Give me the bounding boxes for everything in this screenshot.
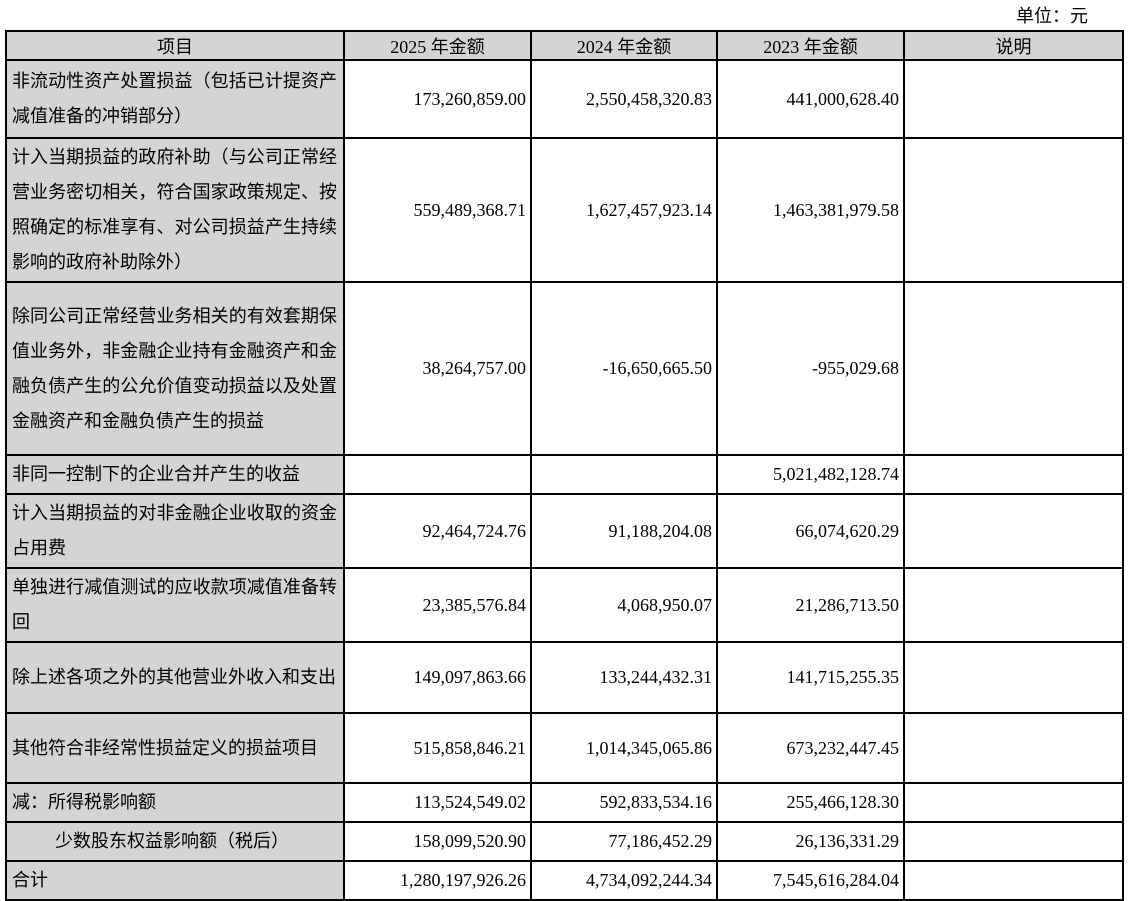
amount-2025-cell: 92,464,724.76: [343, 493, 532, 569]
amount-2025-cell: 1,280,197,926.26: [343, 860, 532, 901]
item-cell: 计入当期损益的政府补助（与公司正常经营业务密切相关，符合国家政策规定、按照确定的…: [5, 137, 345, 283]
note-cell: [903, 493, 1124, 569]
table-row: 其他符合非经常性损益定义的损益项目 515,858,846.21 1,014,3…: [5, 712, 1124, 784]
header-row: 项目 2025 年金额 2024 年金额 2023 年金额 说明: [5, 30, 1124, 61]
amount-2023-cell: 1,463,381,979.58: [716, 137, 905, 283]
amount-2023-cell: 21,286,713.50: [716, 567, 905, 643]
note-cell: [903, 137, 1124, 283]
note-cell: [903, 641, 1124, 714]
col-header-item: 项目: [5, 30, 345, 61]
note-cell: [903, 782, 1124, 823]
amount-2023-cell: 7,545,616,284.04: [716, 860, 905, 901]
amount-2023-cell: 255,466,128.30: [716, 782, 905, 823]
item-cell: 其他符合非经常性损益定义的损益项目: [5, 712, 345, 784]
note-cell: [903, 281, 1124, 456]
table-row: 计入当期损益的对非金融企业收取的资金占用费 92,464,724.76 91,1…: [5, 493, 1124, 569]
amount-2024-cell: 133,244,432.31: [530, 641, 718, 714]
amount-2025-cell: 559,489,368.71: [343, 137, 532, 283]
table-row: 非流动性资产处置损益（包括已计提资产减值准备的冲销部分） 173,260,859…: [5, 59, 1124, 139]
amount-2024-cell: 91,188,204.08: [530, 493, 718, 569]
note-cell: [903, 567, 1124, 643]
item-cell: 除同公司正常经营业务相关的有效套期保值业务外，非金融企业持有金融资产和金融负债产…: [5, 281, 345, 456]
item-cell: 减：所得税影响额: [5, 782, 345, 823]
amount-2023-cell: 66,074,620.29: [716, 493, 905, 569]
col-header-2025: 2025 年金额: [343, 30, 532, 61]
non-recurring-items-table: 项目 2025 年金额 2024 年金额 2023 年金额 说明 非流动性资产处…: [5, 30, 1124, 901]
amount-2025-cell: 23,385,576.84: [343, 567, 532, 643]
amount-2025-cell: [343, 454, 532, 495]
amount-2023-cell: 26,136,331.29: [716, 821, 905, 862]
amount-2023-cell: 5,021,482,128.74: [716, 454, 905, 495]
item-cell: 非同一控制下的企业合并产生的收益: [5, 454, 345, 495]
amount-2024-cell: 77,186,452.29: [530, 821, 718, 862]
item-cell: 少数股东权益影响额（税后）: [5, 821, 345, 862]
table-row: 除上述各项之外的其他营业外收入和支出 149,097,863.66 133,24…: [5, 641, 1124, 714]
amount-2023-cell: 141,715,255.35: [716, 641, 905, 714]
table-row: 非同一控制下的企业合并产生的收益 5,021,482,128.74: [5, 454, 1124, 495]
amount-2025-cell: 173,260,859.00: [343, 59, 532, 139]
col-header-note: 说明: [903, 30, 1124, 61]
note-cell: [903, 712, 1124, 784]
amount-2024-cell: 4,734,092,244.34: [530, 860, 718, 901]
note-cell: [903, 821, 1124, 862]
amount-2023-cell: 673,232,447.45: [716, 712, 905, 784]
amount-2023-cell: 441,000,628.40: [716, 59, 905, 139]
amount-2024-cell: -16,650,665.50: [530, 281, 718, 456]
note-cell: [903, 454, 1124, 495]
note-cell: [903, 860, 1124, 901]
amount-2025-cell: 38,264,757.00: [343, 281, 532, 456]
col-header-2024: 2024 年金额: [530, 30, 718, 61]
table-row: 除同公司正常经营业务相关的有效套期保值业务外，非金融企业持有金融资产和金融负债产…: [5, 281, 1124, 456]
unit-label: 单位：元: [1016, 6, 1088, 26]
amount-2025-cell: 113,524,549.02: [343, 782, 532, 823]
amount-2024-cell: 4,068,950.07: [530, 567, 718, 643]
item-cell: 单独进行减值测试的应收款项减值准备转回: [5, 567, 345, 643]
amount-2024-cell: 1,014,345,065.86: [530, 712, 718, 784]
amount-2024-cell: [530, 454, 718, 495]
col-header-2023: 2023 年金额: [716, 30, 905, 61]
table-row-total: 合计 1,280,197,926.26 4,734,092,244.34 7,5…: [5, 860, 1124, 901]
table-row: 单独进行减值测试的应收款项减值准备转回 23,385,576.84 4,068,…: [5, 567, 1124, 643]
amount-2025-cell: 149,097,863.66: [343, 641, 532, 714]
amount-2024-cell: 1,627,457,923.14: [530, 137, 718, 283]
amount-2023-cell: -955,029.68: [716, 281, 905, 456]
table-row: 减：所得税影响额 113,524,549.02 592,833,534.16 2…: [5, 782, 1124, 823]
amount-2024-cell: 2,550,458,320.83: [530, 59, 718, 139]
table-row: 少数股东权益影响额（税后） 158,099,520.90 77,186,452.…: [5, 821, 1124, 862]
item-cell: 计入当期损益的对非金融企业收取的资金占用费: [5, 493, 345, 569]
amount-2024-cell: 592,833,534.16: [530, 782, 718, 823]
item-cell: 非流动性资产处置损益（包括已计提资产减值准备的冲销部分）: [5, 59, 345, 139]
amount-2025-cell: 515,858,846.21: [343, 712, 532, 784]
note-cell: [903, 59, 1124, 139]
item-cell: 除上述各项之外的其他营业外收入和支出: [5, 641, 345, 714]
amount-2025-cell: 158,099,520.90: [343, 821, 532, 862]
table-row: 计入当期损益的政府补助（与公司正常经营业务密切相关，符合国家政策规定、按照确定的…: [5, 137, 1124, 283]
item-cell: 合计: [5, 860, 345, 901]
